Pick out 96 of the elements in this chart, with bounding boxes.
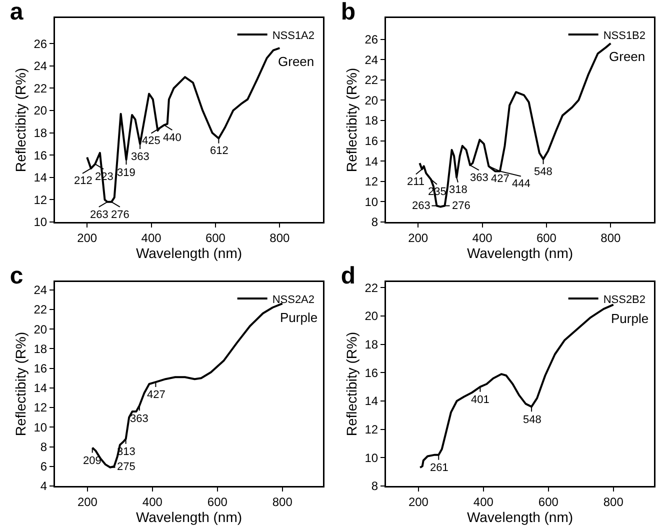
annotation: Green <box>609 49 646 64</box>
y-tick-label: 10 <box>364 194 378 209</box>
y-tick-label: 20 <box>364 93 378 108</box>
y-tick-label: 12 <box>364 422 378 437</box>
x-tick-label: 200 <box>408 230 428 245</box>
y-tick-label: 10 <box>34 420 48 434</box>
y-tick-label: 10 <box>34 215 48 230</box>
x-tick-label: 800 <box>270 230 290 245</box>
annotation: 440 <box>163 132 182 144</box>
y-tick-label: 12 <box>34 192 48 207</box>
x-tick-label: 200 <box>77 230 98 245</box>
annotation: 275 <box>117 461 136 473</box>
annotation: 212 <box>74 175 92 187</box>
y-tick-label: 26 <box>364 32 378 47</box>
annotation: 401 <box>471 394 490 406</box>
chart-title: a <box>10 0 24 26</box>
annotation: 261 <box>430 462 448 474</box>
y-tick-label: 18 <box>34 342 48 356</box>
y-tick-label: 14 <box>34 381 48 396</box>
y-tick-label: 24 <box>364 52 378 67</box>
y-tick-label: 10 <box>364 450 378 465</box>
y-tick-label: 24 <box>34 59 48 74</box>
x-tick-label: 800 <box>600 230 621 245</box>
annotation: 425 <box>142 135 160 147</box>
annotation: 444 <box>512 178 530 190</box>
annotation: 427 <box>147 389 166 401</box>
annotation: 211 <box>407 176 425 188</box>
y-tick-label: 8 <box>371 479 378 494</box>
y-tick-label: 12 <box>364 174 378 189</box>
annotation: Purple <box>611 311 649 326</box>
annotation: 276 <box>452 200 470 212</box>
legend-label: NSS2A2 <box>272 294 315 306</box>
y-tick-label: 22 <box>34 81 48 96</box>
y-tick-label: 20 <box>34 104 48 118</box>
y-axis-title: Reflectibity (R%) <box>12 68 29 172</box>
y-axis-title: Reflectibity (R%) <box>344 332 360 436</box>
x-tick-label: 400 <box>141 230 162 245</box>
annotation: Purple <box>280 310 318 325</box>
y-tick-label: 20 <box>34 322 48 336</box>
y-tick-label: 16 <box>34 362 48 376</box>
y-tick-label: 18 <box>34 126 48 140</box>
y-tick-label: 18 <box>364 114 378 128</box>
annotation: 427 <box>491 173 510 185</box>
legend-label: NSS2B2 <box>603 294 646 306</box>
x-tick-label: 400 <box>473 494 494 509</box>
annotation: 318 <box>449 184 468 196</box>
y-tick-label: 16 <box>364 134 378 148</box>
annotation: 363 <box>131 151 150 163</box>
annotation: Green <box>278 54 314 69</box>
x-axis-title: Wavelength (nm) <box>466 244 574 261</box>
y-tick-label: 12 <box>34 400 48 415</box>
y-tick-label: 22 <box>364 73 378 88</box>
legend-label: NSS1A2 <box>272 30 315 42</box>
x-tick-label: 800 <box>603 494 624 509</box>
x-tick-label: 200 <box>408 494 429 509</box>
y-axis-title: Reflectibity (R%) <box>344 68 360 172</box>
y-tick-label: 22 <box>364 280 378 295</box>
x-tick-label: 600 <box>207 494 228 509</box>
y-tick-label: 24 <box>34 283 48 298</box>
annotation: 363 <box>470 172 488 184</box>
annotation: 263 <box>412 200 430 212</box>
y-tick-label: 6 <box>40 460 48 474</box>
y-tick-label: 26 <box>34 36 48 51</box>
y-tick-label: 22 <box>34 302 48 317</box>
annotation: 319 <box>117 167 136 179</box>
chart-title: b <box>340 0 356 26</box>
y-tick-label: 14 <box>34 170 48 185</box>
y-tick-label: 16 <box>364 366 378 380</box>
y-tick-label: 8 <box>40 440 48 454</box>
y-tick-label: 16 <box>34 148 48 162</box>
chart-title: d <box>340 262 356 290</box>
y-axis-title: Reflectibity (R%) <box>12 332 29 436</box>
x-axis-title: Wavelength (nm) <box>136 508 242 525</box>
chart-title: c <box>10 262 24 290</box>
x-axis-title: Wavelength (nm) <box>466 508 574 525</box>
x-tick-label: 600 <box>536 230 557 245</box>
x-tick-label: 400 <box>472 230 493 245</box>
y-tick-label: 18 <box>364 338 378 352</box>
annotation: 548 <box>534 166 552 178</box>
y-tick-label: 8 <box>371 215 378 230</box>
y-tick-label: 20 <box>364 309 378 324</box>
annotation: 548 <box>523 414 542 426</box>
x-tick-label: 400 <box>142 494 163 509</box>
y-tick-label: 4 <box>40 479 48 494</box>
annotation: 263 <box>90 209 108 221</box>
x-axis-title: Wavelength (nm) <box>136 244 242 261</box>
x-tick-label: 800 <box>272 494 293 509</box>
y-tick-label: 14 <box>364 394 378 408</box>
legend-label: NSS1B2 <box>603 30 646 42</box>
annotation: 612 <box>210 145 228 157</box>
x-tick-label: 600 <box>538 494 559 509</box>
y-tick-label: 14 <box>364 154 378 168</box>
annotation: 276 <box>111 209 130 221</box>
x-tick-label: 600 <box>205 230 226 245</box>
x-tick-label: 200 <box>77 494 98 509</box>
annotation: 363 <box>130 413 148 425</box>
